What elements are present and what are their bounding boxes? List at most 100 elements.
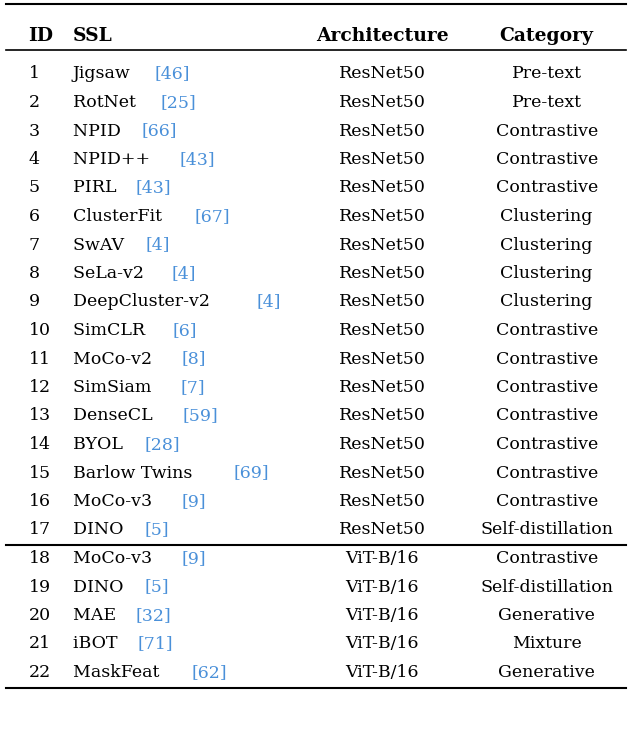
Text: ResNet50: ResNet50 [339,436,426,453]
Text: ResNet50: ResNet50 [339,407,426,424]
Text: ResNet50: ResNet50 [339,322,426,339]
Text: 10: 10 [28,322,51,339]
Text: ResNet50: ResNet50 [339,493,426,510]
Text: 18: 18 [28,550,51,567]
Text: [25]: [25] [161,94,197,111]
Text: ResNet50: ResNet50 [339,236,426,254]
Text: Barlow Twins: Barlow Twins [73,465,198,481]
Text: 20: 20 [28,607,51,624]
Text: Jigsaw: Jigsaw [73,66,136,83]
Text: Clustering: Clustering [501,208,593,225]
Text: iBOT: iBOT [73,636,123,653]
Text: [5]: [5] [145,521,169,539]
Text: Generative: Generative [498,607,595,624]
Text: ViT-B/16: ViT-B/16 [346,550,419,567]
Text: DenseCL: DenseCL [73,407,158,424]
Text: [7]: [7] [181,379,205,396]
Text: Self-distillation: Self-distillation [480,578,613,595]
Text: ResNet50: ResNet50 [339,465,426,481]
Text: Contrastive: Contrastive [495,322,598,339]
Text: Contrastive: Contrastive [495,493,598,510]
Text: 6: 6 [28,208,39,225]
Text: Clustering: Clustering [501,293,593,310]
Text: ResNet50: ResNet50 [339,180,426,196]
Text: Pre-text: Pre-text [512,66,581,83]
Text: [4]: [4] [171,265,196,282]
Text: 15: 15 [28,465,51,481]
Text: [5]: [5] [145,578,169,595]
Text: [28]: [28] [144,436,179,453]
Text: 4: 4 [28,151,39,168]
Text: 9: 9 [28,293,40,310]
Text: ViT-B/16: ViT-B/16 [346,664,419,681]
Text: [8]: [8] [182,351,207,368]
Text: 22: 22 [28,664,51,681]
Text: ResNet50: ResNet50 [339,122,426,140]
Text: PIRL: PIRL [73,180,122,196]
Text: ResNet50: ResNet50 [339,293,426,310]
Text: ResNet50: ResNet50 [339,66,426,83]
Text: Contrastive: Contrastive [495,465,598,481]
Text: 14: 14 [28,436,51,453]
Text: MaskFeat: MaskFeat [73,664,164,681]
Text: 17: 17 [28,521,51,539]
Text: Architecture: Architecture [316,27,449,45]
Text: ViT-B/16: ViT-B/16 [346,636,419,653]
Text: 13: 13 [28,407,51,424]
Text: ViT-B/16: ViT-B/16 [346,607,419,624]
Text: Contrastive: Contrastive [495,407,598,424]
Text: [59]: [59] [183,407,218,424]
Text: [46]: [46] [154,66,190,83]
Text: DINO: DINO [73,578,129,595]
Text: [69]: [69] [234,465,269,481]
Text: SimSiam: SimSiam [73,379,157,396]
Text: Self-distillation: Self-distillation [480,521,613,539]
Text: Contrastive: Contrastive [495,550,598,567]
Text: BYOL: BYOL [73,436,128,453]
Text: Mixture: Mixture [512,636,581,653]
Text: DINO: DINO [73,521,129,539]
Text: 5: 5 [28,180,40,196]
Text: NPID: NPID [73,122,126,140]
Text: Category: Category [500,27,593,45]
Text: NPID++: NPID++ [73,151,155,168]
Text: [43]: [43] [179,151,215,168]
Text: [4]: [4] [145,236,170,254]
Text: Contrastive: Contrastive [495,180,598,196]
Text: Contrastive: Contrastive [495,151,598,168]
Text: [62]: [62] [191,664,227,681]
Text: 16: 16 [28,493,51,510]
Text: ResNet50: ResNet50 [339,379,426,396]
Text: 19: 19 [28,578,51,595]
Text: MoCo-v3: MoCo-v3 [73,493,157,510]
Text: Contrastive: Contrastive [495,122,598,140]
Text: RotNet: RotNet [73,94,141,111]
Text: SSL: SSL [73,27,112,45]
Text: 2: 2 [28,94,40,111]
Text: ResNet50: ResNet50 [339,265,426,282]
Text: ResNet50: ResNet50 [339,208,426,225]
Text: Generative: Generative [498,664,595,681]
Text: SimCLR: SimCLR [73,322,150,339]
Text: Clustering: Clustering [501,265,593,282]
Text: [67]: [67] [195,208,230,225]
Text: SwAV: SwAV [73,236,129,254]
Text: Contrastive: Contrastive [495,379,598,396]
Text: [4]: [4] [257,293,281,310]
Text: 3: 3 [28,122,40,140]
Text: Pre-text: Pre-text [512,94,581,111]
Text: [32]: [32] [135,607,171,624]
Text: 12: 12 [28,379,51,396]
Text: ResNet50: ResNet50 [339,94,426,111]
Text: ResNet50: ResNet50 [339,151,426,168]
Text: MAE: MAE [73,607,121,624]
Text: 8: 8 [28,265,39,282]
Text: Contrastive: Contrastive [495,351,598,368]
Text: SeLa-v2: SeLa-v2 [73,265,149,282]
Text: 1: 1 [28,66,39,83]
Text: DeepCluster-v2: DeepCluster-v2 [73,293,215,310]
Text: 21: 21 [28,636,51,653]
Text: [71]: [71] [137,636,173,653]
Text: ResNet50: ResNet50 [339,521,426,539]
Text: [66]: [66] [142,122,177,140]
